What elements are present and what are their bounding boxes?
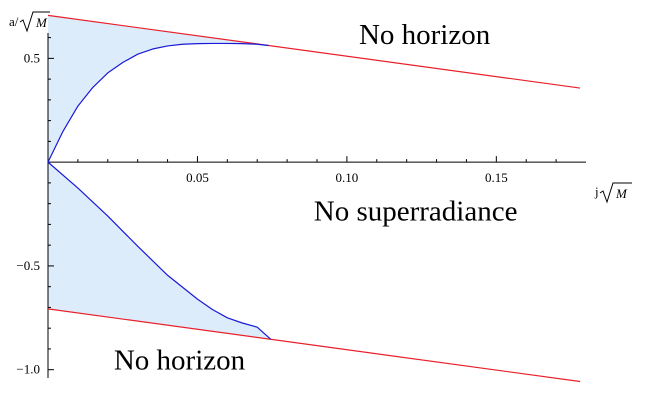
y-axis-label: a/ M <box>9 11 50 33</box>
y-tick-label: −1.0 <box>16 362 40 377</box>
y-tick-label: 0.5 <box>24 50 40 65</box>
x-tick-label: 0.15 <box>485 170 508 185</box>
annotation-1: No horizon <box>359 19 491 51</box>
x-tick-label: 0.10 <box>336 170 359 185</box>
x-tick-label: 0.05 <box>186 170 209 185</box>
x-axis-label-sqrt-icon <box>599 182 632 204</box>
x-axis-label-symbol: M <box>615 186 628 201</box>
series-line-2 <box>47 308 581 383</box>
series-line-1 <box>47 14 581 89</box>
shaded-regions <box>48 15 271 340</box>
shaded-region-2 <box>48 162 271 340</box>
series-line-3 <box>47 42 269 163</box>
shaded-region-1 <box>48 15 269 163</box>
y-axis-label-text: a/ <box>9 14 19 29</box>
y-axis-label-sqrt-icon <box>19 11 50 33</box>
y-axis-label-symbol: M <box>35 15 48 30</box>
annotation-3: No horizon <box>114 345 246 377</box>
annotation-2: No superradiance <box>314 195 518 227</box>
series <box>47 14 581 383</box>
x-axis-label-text: j <box>594 184 599 199</box>
ticks: 0.05 0.10 0.15 0.5 −0.5 −1.0 <box>16 37 557 377</box>
series-line-4 <box>47 161 272 340</box>
annotations: No horizon No superradiance No horizon <box>114 19 518 377</box>
x-axis-label: j M <box>594 182 632 204</box>
y-tick-label: −0.5 <box>16 258 40 273</box>
